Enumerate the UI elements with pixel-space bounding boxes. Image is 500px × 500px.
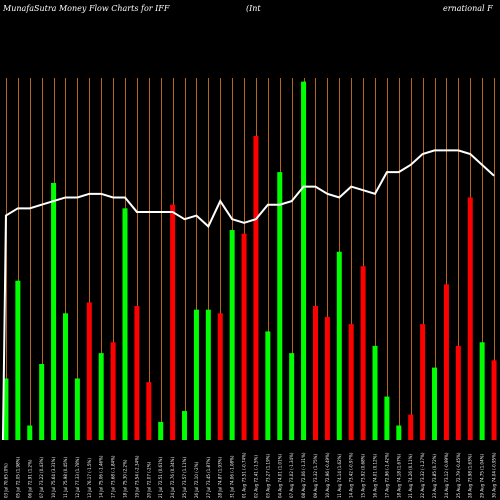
x-tick-label: 10 Aug 72.96 (-0.49%) xyxy=(325,452,330,498)
money-flow-bar xyxy=(348,324,354,440)
x-tick-label: 06 Jul 72.91 (1.2%) xyxy=(27,459,32,498)
x-tick-label: 11 Aug 74.14 (1.62%) xyxy=(337,454,342,498)
money-flow-bar xyxy=(491,360,497,440)
x-tick-label: 21 Aug 74.26 (0.11%) xyxy=(408,454,413,498)
money-flow-bar xyxy=(27,425,33,440)
money-flow-bar xyxy=(253,135,259,441)
money-flow-bar xyxy=(301,81,307,441)
money-flow-bar xyxy=(217,313,223,440)
x-tick-label: 21 Jul 72.51 (0.61%) xyxy=(158,457,163,498)
money-flow-bar xyxy=(396,425,402,440)
x-tick-label: 23 Aug 73.85 (0.72%) xyxy=(432,454,437,498)
money-flow-bar xyxy=(39,363,45,440)
money-flow-bar xyxy=(62,313,68,440)
money-flow-bar xyxy=(122,208,128,440)
x-tick-label: 18 Jul 75.30 (2.2%) xyxy=(123,459,128,498)
money-flow-bar xyxy=(241,233,247,440)
money-flow-bar xyxy=(158,421,164,440)
x-tick-label: 17 Aug 72.96 (-1.42%) xyxy=(384,452,389,498)
x-tick-label: 08 Aug 72.06 (-1.31%) xyxy=(301,452,306,498)
price-line xyxy=(1,149,495,441)
x-tick-label: 09 Aug 73.32 (1.75%) xyxy=(313,454,318,498)
money-flow-bar xyxy=(336,251,342,440)
money-flow-bar xyxy=(170,204,176,440)
money-flow-bar xyxy=(51,182,57,441)
x-tick-label: 22 Aug 73.32 (-1.27%) xyxy=(420,452,425,498)
x-tick-label: 28 Jul 74.87 (1.93%) xyxy=(218,457,223,498)
x-tick-label: 19 Jul 73.54 (-2.34%) xyxy=(134,455,139,498)
money-flow-bar xyxy=(384,396,390,440)
chart-title-left: MunafaSutra Money Flow Charts for IFF xyxy=(2,4,170,13)
money-flow-bar xyxy=(205,309,211,440)
x-tick-label: 25 Aug 72.79 (-0.45%) xyxy=(456,452,461,498)
money-flow-bar xyxy=(324,316,330,440)
x-tick-label: 12 Jul 77.33 (1.78%) xyxy=(75,457,80,498)
money-flow-bar xyxy=(360,266,366,440)
money-flow-bar xyxy=(467,197,473,440)
x-tick-label: 24 Jul 72.76 (0.34%) xyxy=(170,457,175,498)
money-flow-bar xyxy=(312,306,318,440)
money-flow-bar xyxy=(372,345,378,440)
x-tick-label: 24 Aug 73.12 (-0.99%) xyxy=(444,452,449,498)
money-flow-bar xyxy=(3,378,9,440)
money-flow-bar xyxy=(182,411,188,440)
x-tick-label: 29 Aug 74.75 (1.04%) xyxy=(480,454,485,498)
money-flow-bar xyxy=(455,345,461,440)
x-tick-label: 07 Aug 73.02 (-1.34%) xyxy=(289,452,294,498)
x-tick-label: 20 Jul 72.07 (-2%) xyxy=(146,461,151,498)
money-flow-bar xyxy=(289,353,295,440)
x-tick-label: 03 Jul 70.65 (0%) xyxy=(3,463,8,498)
x-tick-label: 14 Jul 75.06 (-1.46%) xyxy=(99,455,104,498)
money-flow-bar xyxy=(98,353,104,440)
x-tick-label: 05 Jul 72.05 (1.98%) xyxy=(15,457,20,498)
x-tick-labels: 03 Jul 70.65 (0%) 05 Jul 72.05 (1.98%) 06 … xyxy=(3,452,496,498)
money-flow-bar xyxy=(15,280,21,440)
money-flow-bar xyxy=(110,342,116,440)
money-flow-bar xyxy=(479,342,485,440)
x-tick-label: 03 Aug 73.27 (1.19%) xyxy=(265,454,270,498)
money-flow-bar xyxy=(277,172,283,440)
money-flow-bar xyxy=(408,414,414,440)
money-flow-bar xyxy=(432,367,438,440)
money-flow-bar xyxy=(443,284,449,440)
money-flow-bars xyxy=(3,81,497,441)
x-tick-label: 04 Aug 74.01 (1.01%) xyxy=(277,454,282,498)
x-tick-label: 28 Aug 73.98 (1.63%) xyxy=(468,454,473,498)
money-flow-bar xyxy=(265,331,271,440)
x-tick-label: 27 Jul 73.45 (1.87%) xyxy=(206,457,211,498)
x-tick-label: 13 Jul 76.17 (-1.5%) xyxy=(87,458,92,498)
x-tick-label: 26 Jul 72.10 (-2%) xyxy=(194,461,199,498)
x-tick-label: 07 Jul 73.22 (0.43%) xyxy=(39,457,44,498)
money-flow-bar xyxy=(229,230,235,440)
x-tick-label: 16 Aug 74.01 (0.12%) xyxy=(373,454,378,498)
x-tick-label: 25 Jul 73.57 (1.11%) xyxy=(182,457,187,498)
x-tick-label: 01 Aug 73.51 (-0.74%) xyxy=(242,452,247,498)
money-flow-bar xyxy=(74,378,80,440)
money-flow-bar xyxy=(146,382,152,440)
x-tick-label: 14 Aug 73.42 (-0.97%) xyxy=(349,452,354,498)
x-tick-label: 31 Jul 74.06 (-1.08%) xyxy=(230,455,235,498)
x-tick-label: 18 Aug 74.18 (1.67%) xyxy=(396,454,401,498)
x-tick-label: 30 Aug 74.04 (-0.95%) xyxy=(492,452,497,498)
money-flow-bar xyxy=(86,302,92,440)
money-flow-bar xyxy=(193,309,199,440)
money-flow-bar xyxy=(134,306,140,440)
chart-title-right: ernational F xyxy=(443,4,493,13)
x-tick-label: 10 Jul 75.64 (3.31%) xyxy=(51,457,56,498)
x-tick-label: 17 Jul 73.68 (-1.84%) xyxy=(111,455,116,498)
x-tick-label: 15 Aug 73.92 (0.68%) xyxy=(361,454,366,498)
chart-title-mid: (Int xyxy=(246,4,261,13)
x-tick-label: 02 Aug 72.41 (-1.5%) xyxy=(253,455,258,498)
x-tick-label: 11 Jul 75.98 (0.45%) xyxy=(63,457,68,498)
money-flow-bar xyxy=(420,324,426,440)
